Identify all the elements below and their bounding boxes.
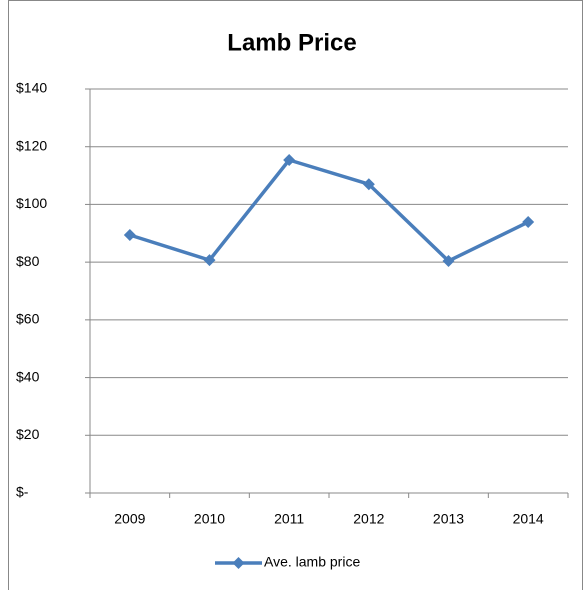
legend-marker: [232, 557, 245, 569]
y-tick-label: $20: [16, 426, 40, 442]
y-tick-label: $140: [16, 80, 47, 96]
x-tick-label: 2010: [194, 511, 225, 527]
y-tick-label: $60: [16, 311, 40, 327]
legend-label: Ave. lamb price: [264, 554, 360, 570]
marker: [362, 178, 375, 191]
x-tick-label: 2009: [114, 511, 145, 527]
chart-border: [8, 0, 583, 590]
series-line: [129, 158, 529, 263]
x-tick-label: 2013: [433, 511, 464, 527]
marker: [283, 153, 296, 166]
y-tick-label: $40: [16, 368, 40, 384]
x-tick-label: 2014: [513, 511, 544, 527]
y-tick-label: $-: [16, 484, 29, 500]
chart-title: Lamb Price: [227, 29, 356, 56]
y-tick-label: $100: [16, 195, 47, 211]
marker: [442, 254, 455, 267]
x-tick-label: 2012: [353, 511, 384, 527]
y-tick-label: $120: [16, 137, 47, 153]
marker: [203, 254, 216, 267]
marker: [123, 229, 136, 242]
marker: [522, 216, 535, 229]
x-tick-label: 2011: [274, 511, 304, 527]
y-tick-label: $80: [16, 253, 40, 269]
